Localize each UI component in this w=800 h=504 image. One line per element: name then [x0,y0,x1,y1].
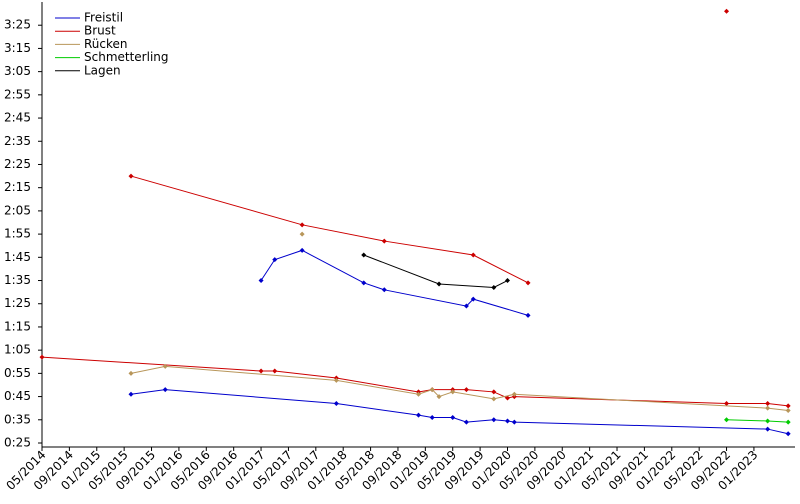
y-tick-label: 2:55 [4,87,31,101]
data-point [511,419,517,425]
data-point [785,431,791,437]
data-point [361,252,367,258]
data-point [162,363,168,369]
data-point [463,303,469,309]
data-point [765,405,771,411]
data-point [785,403,791,409]
legend-label: Brust [84,24,116,38]
data-point [436,281,442,287]
y-tick-label: 3:15 [4,41,31,55]
y-tick-label: 1:15 [4,319,31,333]
data-point [491,396,497,402]
data-point [765,426,771,432]
data-point [333,401,339,407]
y-tick-label: 0:35 [4,412,31,426]
series-line [363,254,508,288]
data-point [491,389,497,395]
data-point [429,387,435,393]
y-tick-label: 1:05 [4,343,31,357]
data-point [525,280,531,286]
data-point [504,418,510,424]
y-tick-label: 0:45 [4,389,31,403]
data-point [429,414,435,420]
y-tick-label: 2:15 [4,180,31,194]
data-point [785,419,791,425]
legend-label: Lagen [84,63,121,77]
data-point [381,238,387,244]
y-tick-label: 0:55 [4,366,31,380]
data-point [39,354,45,360]
data-point [470,296,476,302]
data-point [299,247,305,253]
data-point [450,389,456,395]
data-point [361,280,367,286]
series-line [131,234,788,410]
data-point [724,8,730,14]
data-point [258,368,264,374]
y-tick-label: 2:05 [4,203,31,217]
data-point [765,401,771,407]
data-point [128,370,134,376]
data-point [258,278,264,284]
y-tick-label: 0:25 [4,436,31,450]
data-point [416,391,421,397]
data-point [333,377,339,383]
data-point [128,173,134,179]
data-point [785,408,791,414]
data-point [416,412,421,418]
data-point [724,401,730,407]
data-point [299,222,305,228]
data-point [162,387,168,393]
data-point [470,252,476,258]
data-point [436,394,442,400]
data-point [128,391,134,397]
data-point [491,284,497,290]
series-line [726,419,789,423]
data-point [463,419,469,425]
y-tick-label: 1:35 [4,273,31,287]
y-tick-label: 1:55 [4,227,31,241]
data-point [504,278,510,284]
y-tick-label: 1:25 [4,296,31,310]
y-tick-label: 3:25 [4,18,31,32]
data-point [272,368,278,374]
series-line [130,249,789,435]
y-tick-label: 2:35 [4,134,31,148]
data-point [450,414,456,420]
y-tick-label: 3:05 [4,64,31,78]
data-point [765,418,771,424]
data-point [381,287,387,293]
data-point [511,391,517,397]
y-tick-label: 1:45 [4,250,31,264]
legend-label: Freistil [84,11,123,25]
data-point [463,387,469,393]
legend-label: Schmetterling [84,50,169,64]
data-point [525,312,531,318]
data-point [504,395,510,401]
data-point [491,417,497,423]
data-point [272,257,278,263]
series-line [42,11,788,406]
data-point [299,231,305,237]
data-point [724,417,730,423]
legend-label: Rücken [84,37,128,51]
y-tick-label: 2:45 [4,111,31,125]
y-tick-label: 2:25 [4,157,31,171]
